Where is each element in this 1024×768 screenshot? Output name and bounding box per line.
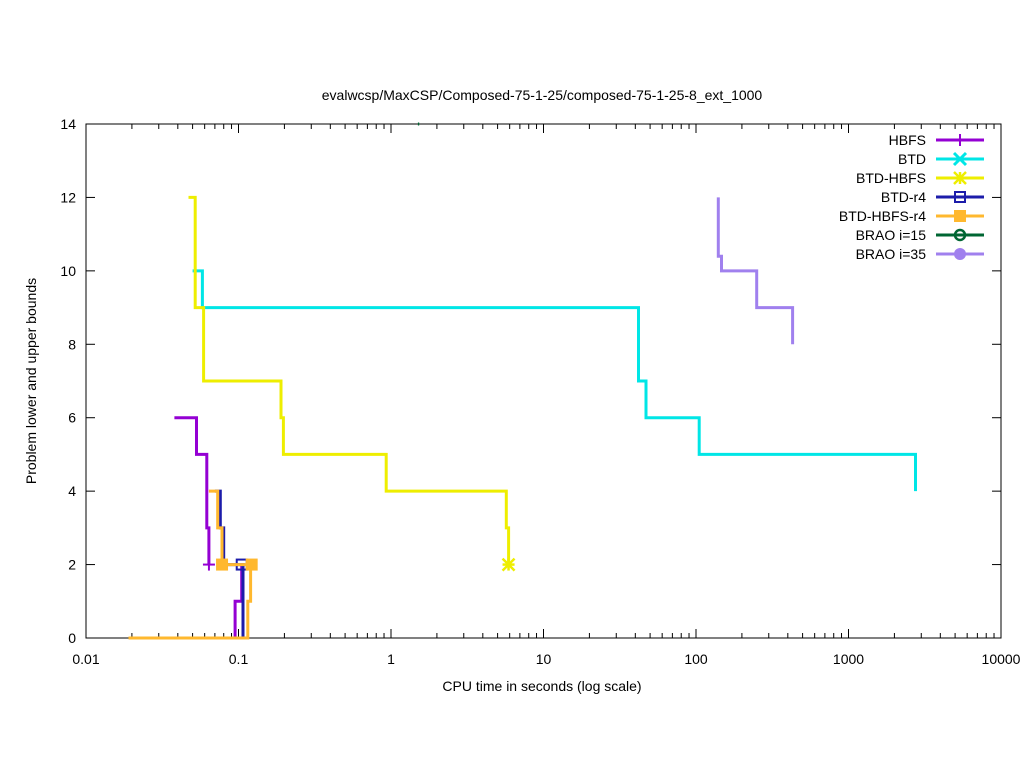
axes: 0.01 0.1 1 10 100 1000 10000 0 2 4 6 8 10 12 14 xyxy=(60,116,1020,667)
series-marker xyxy=(216,558,229,571)
legend: HBFS BTD BTD-HBFS BTD-r4 BTD-HBFS-r4 BRAO i=1… xyxy=(839,132,984,262)
series-line xyxy=(128,564,253,640)
series-marker xyxy=(953,228,967,242)
y-tick-label: 0 xyxy=(68,630,76,646)
legend-label: BTD-HBFS-r4 xyxy=(839,208,926,224)
series-line xyxy=(188,195,511,565)
y-tick-label: 2 xyxy=(68,557,76,573)
series-marker xyxy=(954,210,966,222)
legend-entry: BRAO i=35 xyxy=(856,246,984,262)
series-marker xyxy=(952,151,968,167)
legend-label: BRAO i=35 xyxy=(856,246,927,262)
legend-entry: BTD-HBFS-r4 xyxy=(839,208,984,224)
legend-entry: BTD xyxy=(898,151,984,167)
series-line xyxy=(177,564,245,640)
series-4 xyxy=(128,489,258,640)
series-layer xyxy=(128,122,917,640)
legend-entry: BTD-HBFS xyxy=(856,170,984,186)
x-axis-label: CPU time in seconds (log scale) xyxy=(442,678,641,694)
x-tick-label: 0.01 xyxy=(72,651,99,667)
legend-label: BTD-HBFS xyxy=(856,170,926,186)
x-tick-label: 0.1 xyxy=(229,651,249,667)
x-tick-label: 10000 xyxy=(982,651,1021,667)
series-marker xyxy=(202,558,215,571)
y-tick-label: 12 xyxy=(60,189,76,205)
legend-entry: BTD-r4 xyxy=(881,189,984,205)
series-line xyxy=(163,564,244,640)
y-tick-label: 4 xyxy=(68,483,76,499)
series-1 xyxy=(138,269,917,640)
series-line xyxy=(208,489,252,567)
chart-title: evalwcsp/MaxCSP/Composed-75-1-25/compose… xyxy=(322,87,763,103)
series-6 xyxy=(716,197,795,345)
series-marker xyxy=(245,558,258,571)
series-marker xyxy=(954,134,966,146)
x-tick-label: 1 xyxy=(387,651,395,667)
legend-label: HBFS xyxy=(889,132,926,148)
series-marker xyxy=(954,248,966,260)
series-0 xyxy=(163,416,244,640)
legend-entry: HBFS xyxy=(889,132,984,148)
legend-label: BRAO i=15 xyxy=(856,227,927,243)
x-tick-label: 100 xyxy=(684,651,708,667)
y-tick-label: 6 xyxy=(68,410,76,426)
x-tick-label: 1000 xyxy=(833,651,864,667)
series-marker xyxy=(501,557,516,572)
y-tick-label: 14 xyxy=(60,116,76,132)
series-marker xyxy=(953,171,967,185)
series-line xyxy=(192,269,917,492)
legend-label: BTD-r4 xyxy=(881,189,926,205)
series-line xyxy=(174,416,211,565)
legend-label: BTD xyxy=(898,151,926,167)
series-line xyxy=(716,197,795,345)
x-tick-label: 10 xyxy=(536,651,552,667)
y-tick-label: 8 xyxy=(68,336,76,352)
series-marker xyxy=(954,191,966,203)
y-axis-label: Problem lower and upper bounds xyxy=(23,278,39,484)
legend-entry: BRAO i=15 xyxy=(856,227,984,243)
y-tick-label: 10 xyxy=(60,263,76,279)
series-2 xyxy=(188,195,516,572)
